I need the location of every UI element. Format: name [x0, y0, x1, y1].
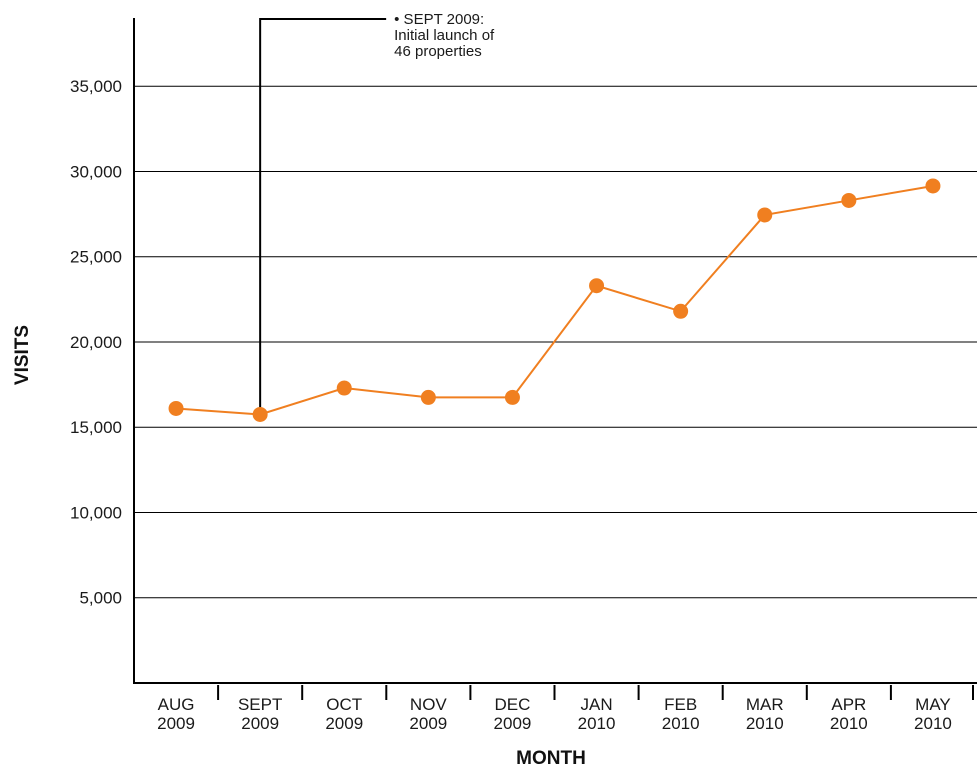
x-tick-label: OCT 2009 [325, 695, 363, 733]
axes [133, 18, 977, 700]
x-tick-label: SEPT 2009 [238, 695, 282, 733]
data-point [168, 400, 184, 416]
data-point [757, 207, 773, 223]
x-tick-label: NOV 2009 [409, 695, 447, 733]
gridlines [134, 85, 977, 599]
annotation-text: • SEPT 2009: Initial launch of 46 properti… [394, 11, 495, 60]
data-point [589, 278, 605, 294]
annotation-leader-line [259, 18, 387, 415]
data-point [252, 406, 268, 422]
x-tick-labels: AUG 2009 SEPT 2009 OCT 2009 NOV 2009 DEC 2009 JAN 2… [157, 695, 952, 733]
x-tick-label: DEC 2009 [494, 695, 532, 733]
y-axis-title: VISITS [12, 325, 33, 385]
x-tick-label: JAN 2010 [578, 695, 616, 733]
data-point [336, 380, 352, 396]
series-line [175, 184, 934, 416]
x-tick-label: MAR 2010 [746, 695, 784, 733]
x-tick-label: APR 2010 [830, 695, 868, 733]
data-point [504, 389, 520, 405]
data-point [420, 389, 436, 405]
y-tick-labels: 5,000 10,000 15,000 20,000 25,000 30,000 35,00… [70, 77, 122, 608]
x-tick-label: FEB 2010 [662, 695, 700, 733]
data-point [841, 192, 857, 208]
data-point [925, 178, 941, 194]
y-tick-label: 35,000 [70, 77, 122, 96]
x-tick-label: AUG 2009 [157, 695, 195, 733]
y-tick-label: 25,000 [70, 248, 122, 267]
y-tick-label: 20,000 [70, 333, 122, 352]
x-axis-title: MONTH [516, 748, 586, 769]
data-point [673, 303, 689, 319]
y-tick-label: 15,000 [70, 418, 122, 437]
y-tick-label: 5,000 [79, 589, 122, 608]
annotations: • SEPT 2009: Initial launch of 46 properti… [259, 11, 495, 415]
y-tick-label: 10,000 [70, 503, 122, 522]
x-tick-label: MAY 2010 [914, 695, 952, 733]
series [168, 178, 941, 422]
y-tick-label: 30,000 [70, 162, 122, 181]
